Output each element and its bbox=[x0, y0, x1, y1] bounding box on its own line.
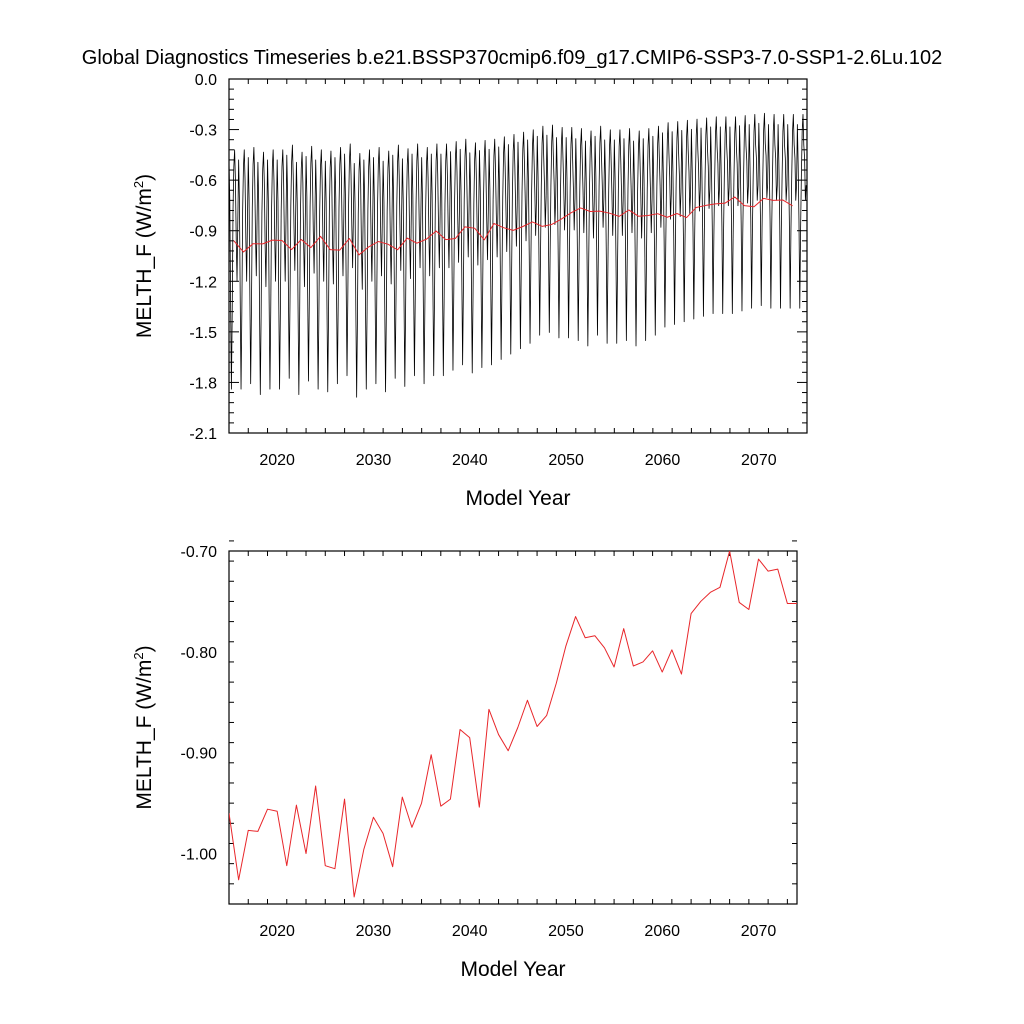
y-tick-label: -0.70 bbox=[181, 544, 218, 561]
figure-title: Global Diagnostics Timeseries b.e21.BSSP… bbox=[82, 47, 942, 69]
plot-area bbox=[229, 551, 797, 898]
annual-mean-series-line bbox=[233, 196, 793, 256]
plot-frame bbox=[228, 550, 798, 905]
x-tick-label: 2020 bbox=[259, 923, 295, 940]
x-tick-label: 2020 bbox=[259, 452, 295, 469]
x-tick-label: 2030 bbox=[356, 923, 392, 940]
y-axis-title: MELTH_F (W/m2) bbox=[131, 645, 156, 809]
x-tick-label: 2060 bbox=[645, 452, 681, 469]
y-tick-label: -0.9 bbox=[189, 224, 217, 241]
monthly-series-line bbox=[229, 112, 807, 398]
x-tick-label: 2070 bbox=[741, 452, 777, 469]
y-tick-label: -0.3 bbox=[189, 123, 217, 140]
x-tick-label: 2040 bbox=[452, 452, 488, 469]
y-tick-label: 0.0 bbox=[195, 72, 217, 89]
y-tick-label: -1.2 bbox=[189, 274, 217, 291]
x-tick-label: 2050 bbox=[548, 452, 584, 469]
x-axis-title: Model Year bbox=[465, 487, 570, 510]
x-tick-label: 2030 bbox=[356, 452, 392, 469]
y-tick-label: -0.80 bbox=[181, 645, 218, 662]
x-tick-label: 2040 bbox=[452, 923, 488, 940]
x-tick-label: 2070 bbox=[741, 923, 777, 940]
x-axis-title: Model Year bbox=[460, 958, 565, 981]
annual-mean-series-line bbox=[229, 551, 797, 898]
y-tick-label: -1.8 bbox=[189, 375, 217, 392]
y-tick-label: -2.1 bbox=[189, 426, 217, 443]
y-tick-label: -0.90 bbox=[181, 746, 218, 763]
x-tick-label: 2060 bbox=[644, 923, 680, 940]
plot-area bbox=[229, 112, 807, 398]
x-tick-label: 2050 bbox=[548, 923, 584, 940]
y-axis-title: MELTH_F (W/m2) bbox=[131, 174, 156, 338]
top-panel: 2020 2030 2040 2050 2060 2070 -2.1 -1.8 -1.5 -1.2… bbox=[131, 72, 808, 510]
y-tick-label: -1.5 bbox=[189, 325, 217, 342]
bottom-panel: 2020 2030 2040 2050 2060 2070 -1.00 -0.90 -0.80 -… bbox=[131, 540, 798, 981]
y-tick-label: -1.00 bbox=[181, 847, 218, 864]
y-tick-label: -0.6 bbox=[189, 173, 217, 190]
